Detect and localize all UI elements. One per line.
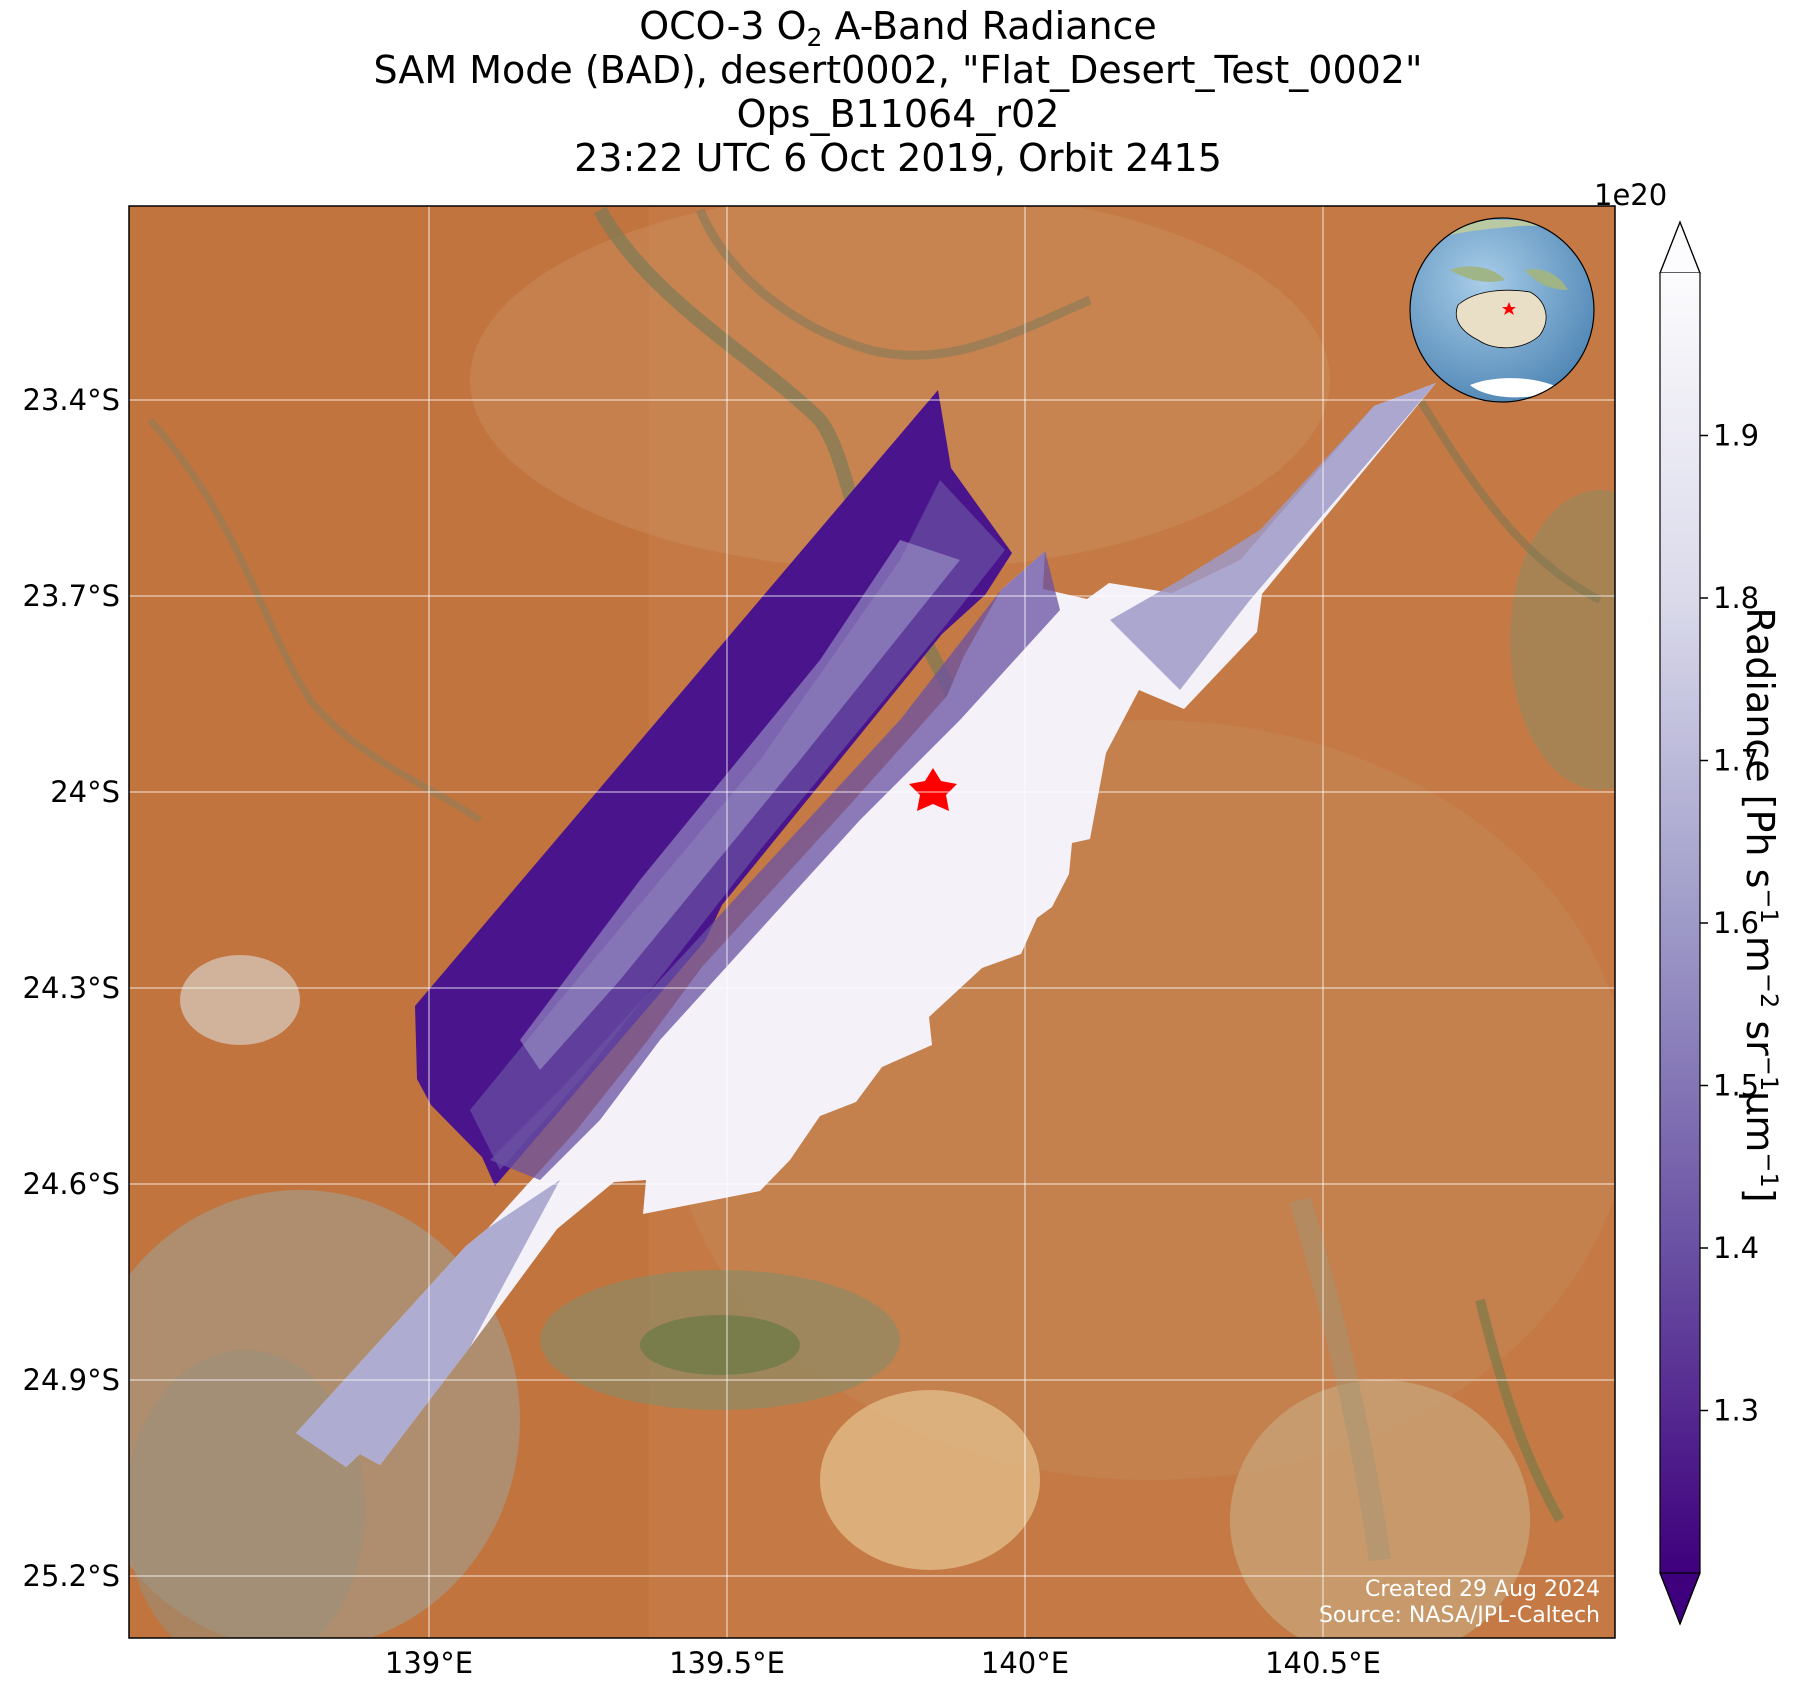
target-star-icon — [909, 768, 957, 811]
latitude-tick-labels: 23.4°S 23.7°S 24°S 24.3°S 24.6°S 24.9°S 25.2°S — [23, 383, 120, 1593]
colorbar-label: Radiance [Ph s−1 m−2 sr−1μm−1] — [1738, 607, 1783, 1203]
colorbar-tick-label: 1.6 — [1713, 906, 1759, 940]
lat-tick-label: 23.4°S — [23, 383, 120, 417]
colorbar-extend-min — [1659, 1572, 1701, 1626]
australia-landmass — [1455, 289, 1547, 349]
colorbar-multiplier: 1e20 — [1594, 178, 1668, 212]
colorbar-ticks: 1.3 1.4 1.5 1.6 1.7 1.8 1.9 — [1700, 419, 1759, 1428]
asia-landmass — [1412, 220, 1592, 262]
colorbar-tick-label: 1.5 — [1713, 1069, 1759, 1103]
colorbar-tick-label: 1.3 — [1713, 1394, 1759, 1428]
swath-left-lighter-patches — [520, 540, 960, 1070]
map-gridlines — [129, 206, 1615, 1638]
credit-source: Source: NASA/JPL-Caltech — [1319, 1603, 1600, 1628]
colorbar-tick-label: 1.8 — [1713, 581, 1759, 615]
swath-right-south-tip — [296, 1180, 560, 1467]
lon-tick-label: 140.5°E — [1265, 1646, 1381, 1680]
colorbar-gradient — [1660, 273, 1700, 1573]
lon-tick-label: 140°E — [981, 1646, 1069, 1680]
title-line-1: OCO-3 O2 A-Band Radiance — [639, 4, 1157, 52]
radiance-swaths — [296, 383, 1436, 1467]
credit-created: Created 29 Aug 2024 — [1365, 1577, 1600, 1602]
colorbar: 1.3 1.4 1.5 1.6 1.7 1.8 1.9 — [1659, 220, 1759, 1626]
swath-right-purple-edge — [1110, 383, 1436, 690]
inset-globe — [1409, 217, 1595, 403]
lat-tick-label: 25.2°S — [23, 1559, 120, 1593]
lat-tick-label: 23.7°S — [23, 579, 120, 613]
chart-title: OCO-3 O2 A-Band Radiance SAM Mode (BAD),… — [0, 4, 1796, 180]
lat-tick-label: 24.3°S — [23, 971, 120, 1005]
colorbar-extend-max — [1659, 220, 1701, 274]
lat-tick-label: 24.6°S — [23, 1167, 120, 1201]
title-line-4: 23:22 UTC 6 Oct 2019, Orbit 2415 — [574, 136, 1222, 180]
colorbar-tick-label: 1.4 — [1713, 1231, 1759, 1265]
lat-tick-label: 24°S — [50, 775, 120, 809]
lon-tick-label: 139.5°E — [669, 1646, 785, 1680]
title-line-3: Ops_B11064_r02 — [736, 92, 1060, 136]
longitude-tick-labels: 139°E 139.5°E 140°E 140.5°E — [385, 1646, 1381, 1680]
globe-star-icon — [1502, 302, 1516, 315]
colorbar-tick-label: 1.7 — [1713, 744, 1759, 778]
swath-right-purple-band — [490, 551, 1060, 1180]
antarctica-landmass — [1470, 378, 1560, 398]
lat-tick-label: 24.9°S — [23, 1363, 120, 1397]
lon-tick-label: 139°E — [385, 1646, 473, 1680]
colorbar-tick-label: 1.9 — [1713, 419, 1759, 453]
title-line-2: SAM Mode (BAD), desert0002, "Flat_Desert… — [373, 48, 1423, 92]
map-frame — [128, 205, 1616, 1639]
